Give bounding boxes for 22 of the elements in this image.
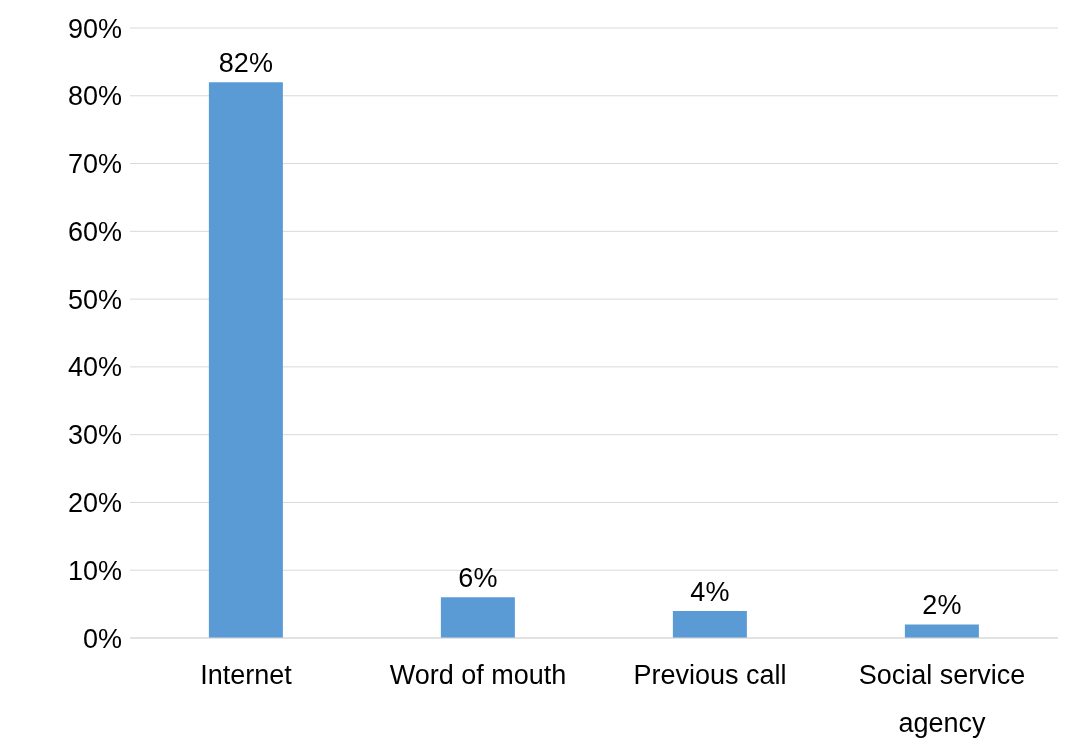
data-label: 2%	[922, 590, 962, 621]
data-label: 4%	[690, 576, 730, 607]
y-tick-label: 50%	[67, 284, 122, 315]
data-label: 6%	[458, 563, 498, 594]
y-tick-label: 40%	[67, 352, 122, 383]
x-tick-label: Word of mouth	[389, 660, 567, 690]
y-tick-label: 0%	[82, 623, 122, 654]
y-tick-label: 80%	[67, 81, 122, 112]
y-tick-label: 70%	[67, 149, 122, 180]
bar	[208, 82, 283, 638]
y-tick-label: 20%	[67, 488, 122, 519]
y-tick-label: 30%	[67, 420, 122, 451]
y-tick-label: 10%	[67, 555, 122, 586]
x-tick-label: Previous call	[633, 660, 787, 690]
bar	[904, 624, 979, 638]
bar	[440, 597, 515, 638]
bar	[672, 610, 747, 638]
data-label: 82%	[218, 48, 273, 79]
x-tick-label: Internet	[200, 660, 293, 690]
y-tick-label: 90%	[67, 13, 122, 44]
y-tick-label: 60%	[67, 216, 122, 247]
x-tick-label: Social service agency	[858, 660, 1026, 738]
